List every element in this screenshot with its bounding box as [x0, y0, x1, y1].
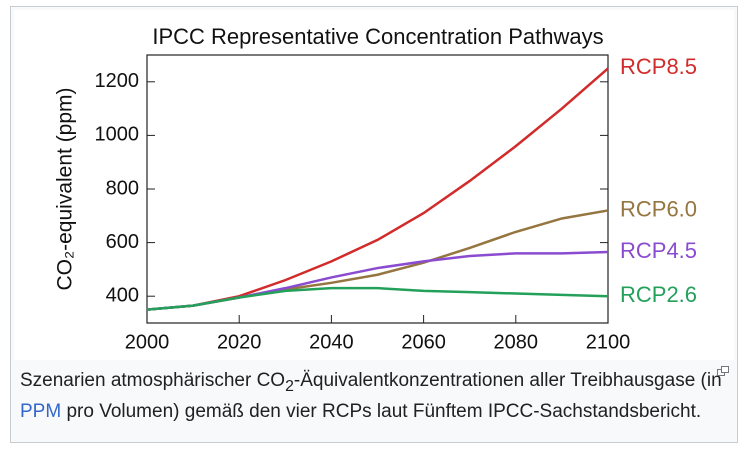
caption-text: -Äquivalentkonzentra­tionen aller Treibh… — [293, 370, 722, 391]
caption-link[interactable]: PPM — [20, 400, 62, 422]
y-tick-label: 800 — [106, 177, 139, 199]
caption-subscript: 2 — [285, 377, 294, 395]
y-tick-label: 1200 — [95, 70, 140, 92]
chart: IPCC Representative Concentration Pathwa… — [14, 10, 734, 360]
caption-text: pro Volumen) gemäß den vier RCPs laut Fü… — [61, 400, 702, 422]
caption: Szenarien atmosphärischer CO2-Äquivalent… — [20, 368, 732, 424]
x-tick-label: 2100 — [586, 331, 631, 353]
y-tick-label: 400 — [106, 284, 139, 306]
series-line — [146, 286, 609, 311]
series-label: RCP2.6 — [620, 282, 697, 307]
y-axis-label: CO₂-equivalent (ppm) — [54, 87, 77, 290]
series-label: RCP6.0 — [620, 196, 697, 221]
y-tick-label: 600 — [106, 231, 139, 253]
chart-title: IPCC Representative Concentration Pathwa… — [152, 24, 603, 49]
series-label: RCP4.5 — [620, 238, 697, 263]
x-tick-label: 2040 — [309, 331, 354, 353]
caption-text: Szenarien atmosphärischer CO — [20, 370, 286, 391]
series-label: RCP8.5 — [620, 54, 697, 79]
chart-background — [14, 10, 734, 360]
y-tick-label: 1000 — [95, 124, 140, 146]
x-tick-label: 2020 — [217, 331, 262, 353]
x-tick-label: 2080 — [494, 331, 539, 353]
enlarge-icon[interactable] — [717, 366, 729, 376]
x-tick-label: 2060 — [401, 331, 446, 353]
x-tick-label: 2000 — [125, 331, 170, 353]
